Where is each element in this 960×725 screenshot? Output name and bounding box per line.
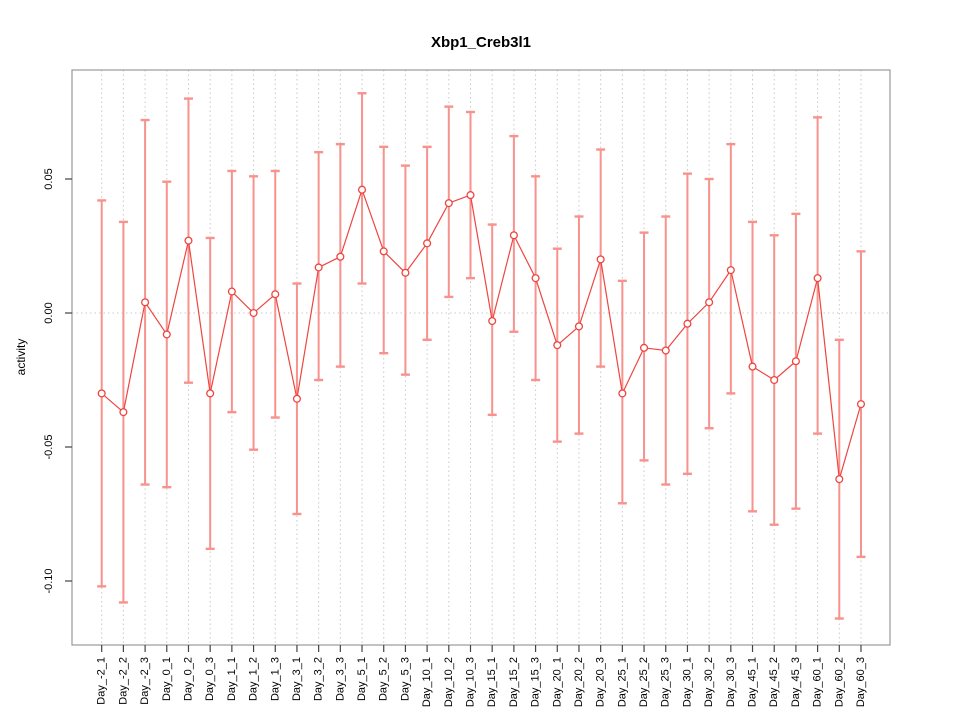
data-point	[184, 236, 193, 245]
data-point	[379, 247, 388, 256]
x-tick-label: Day_30_3	[725, 657, 737, 707]
x-tick-label: Day_5_1	[356, 657, 368, 701]
x-tick-label: Day_0_1	[161, 657, 173, 701]
x-tick-label: Day_1_2	[248, 657, 260, 701]
x-tick-label: Day_20_2	[573, 657, 585, 707]
x-tick-label: Day_10_1	[421, 657, 433, 707]
x-tick-label: Day_3_3	[334, 657, 346, 701]
data-point	[336, 252, 345, 261]
x-tick-label: Day_20_3	[595, 657, 607, 707]
x-tick-label: Day_1_1	[226, 657, 238, 701]
data-point	[726, 266, 735, 275]
data-point	[119, 408, 128, 417]
data-point	[770, 375, 779, 385]
data-point	[813, 274, 822, 283]
x-tick-label: Day_45_2	[768, 657, 780, 707]
chart-title: Xbp1_Creb3l1	[431, 34, 531, 51]
x-tick-label: Day_3_2	[313, 657, 325, 701]
data-point	[596, 255, 605, 264]
x-tick-label: Day_-2_3	[139, 657, 151, 705]
data-point	[683, 319, 692, 328]
x-tick-label: Day_-2_1	[96, 657, 108, 705]
x-tick-label: Day_10_2	[443, 657, 455, 707]
data-point	[97, 389, 106, 398]
data-point	[791, 357, 800, 366]
x-tick-label: Day_0_2	[182, 657, 194, 701]
x-tick-label: Day_60_1	[812, 657, 824, 707]
y-tick-label: -0.05	[43, 434, 55, 459]
data-point	[401, 268, 410, 277]
series-polyline	[101, 187, 862, 480]
y-tick-label: 0.00	[43, 302, 55, 323]
x-tick-label: Day_0_3	[204, 657, 216, 701]
data-point	[488, 316, 497, 326]
data-point	[423, 239, 432, 248]
x-tick-label: Day_15_3	[530, 657, 542, 707]
x-tick-label: Day_5_3	[399, 657, 411, 701]
x-tick-label: Day_5_2	[378, 657, 390, 701]
data-point	[141, 298, 150, 307]
x-tick-label: Day_15_1	[486, 657, 498, 707]
x-tick-label: Day_45_1	[747, 657, 759, 707]
x-tick-label: Day_30_1	[681, 657, 693, 707]
data-point	[162, 330, 171, 339]
data-point	[618, 389, 627, 398]
data-point	[227, 287, 236, 296]
data-point	[357, 185, 367, 194]
x-tick-label: Day_20_1	[551, 657, 563, 707]
x-tick-label: Day_45_3	[790, 657, 802, 707]
x-tick-label: Day_30_2	[703, 657, 715, 707]
y-axis-title: activity	[14, 339, 28, 376]
x-tick-label: Day_10_3	[464, 657, 476, 707]
data-point	[835, 475, 844, 484]
data-point	[271, 290, 280, 299]
data-point	[531, 274, 540, 283]
data-point	[314, 263, 323, 272]
data-point	[509, 231, 518, 240]
data-point	[661, 346, 670, 355]
data-point	[444, 199, 453, 208]
data-point	[553, 341, 562, 350]
data-point	[705, 298, 714, 307]
data-point	[292, 394, 301, 403]
data-point	[856, 400, 866, 409]
x-tick-label: Day_15_2	[508, 657, 520, 707]
y-tick-label: 0.05	[43, 168, 55, 189]
x-tick-label: Day_25_2	[638, 657, 650, 707]
data-point	[206, 389, 215, 398]
x-tick-label: Day_60_2	[833, 657, 845, 707]
data-point	[466, 191, 475, 200]
x-tick-label: Day_1_3	[269, 657, 281, 701]
x-tick-label: Day_25_1	[616, 657, 628, 707]
data-point	[748, 362, 757, 371]
y-tick-label: -0.10	[43, 568, 55, 593]
x-tick-label: Day_60_3	[855, 657, 867, 707]
plot-border	[71, 69, 891, 646]
x-tick-label: Day_3_1	[291, 657, 303, 701]
x-tick-label: Day_-2_2	[117, 657, 129, 705]
data-point	[249, 308, 258, 318]
plot-area: 0.05 0.00 -0.05 -0.10 activity Day_-2_1 Day_-2…	[14, 69, 891, 707]
data-point	[574, 322, 584, 331]
x-tick-label: Day_25_3	[660, 657, 672, 707]
data-point	[639, 343, 649, 352]
